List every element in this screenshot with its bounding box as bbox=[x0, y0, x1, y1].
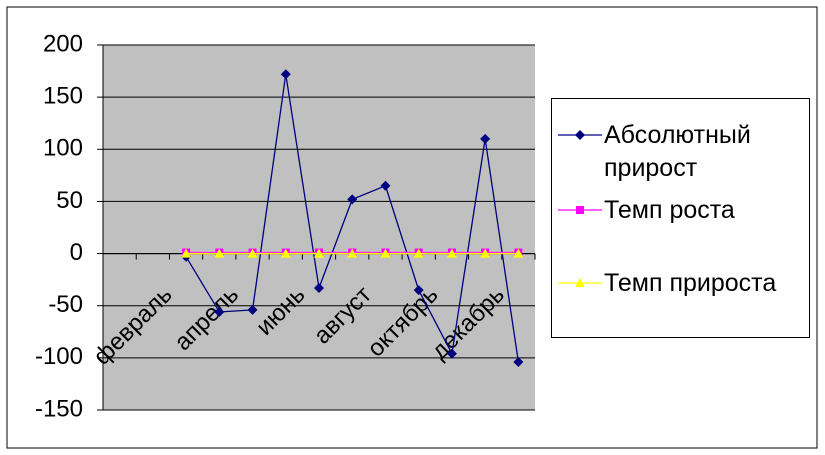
data-point bbox=[513, 357, 524, 368]
y-tick-label: -150 bbox=[35, 395, 83, 422]
y-tick-label: -100 bbox=[35, 343, 83, 370]
series bbox=[181, 248, 524, 258]
series bbox=[181, 69, 524, 368]
y-tick-label: 0 bbox=[70, 239, 83, 266]
data-point bbox=[413, 248, 424, 258]
data-point bbox=[247, 248, 258, 258]
data-point bbox=[214, 306, 225, 317]
data-point bbox=[314, 282, 324, 293]
data-point bbox=[347, 194, 358, 205]
data-point bbox=[380, 180, 391, 191]
legend-marker bbox=[576, 206, 584, 214]
y-tick-label: 100 bbox=[43, 135, 83, 162]
legend-symbol bbox=[558, 278, 602, 287]
data-point bbox=[446, 248, 457, 258]
data-point bbox=[413, 285, 424, 296]
data-point bbox=[314, 248, 324, 258]
y-tick-label: 150 bbox=[43, 82, 83, 109]
data-point bbox=[280, 69, 291, 80]
legend-entry: Темп прироста bbox=[552, 267, 811, 300]
y-tick-label: -50 bbox=[48, 291, 83, 318]
legend: Абсолютный прирост Темп роста Темп прирост… bbox=[551, 98, 810, 338]
legend-entry: Абсолютный прирост bbox=[552, 119, 811, 185]
legend-label: Темп роста bbox=[604, 196, 735, 224]
data-point bbox=[280, 248, 291, 258]
data-point bbox=[347, 248, 358, 258]
data-point bbox=[480, 248, 491, 258]
y-tick-label: 50 bbox=[56, 187, 83, 214]
data-point bbox=[181, 248, 192, 258]
legend-label: Темп прироста bbox=[604, 269, 777, 297]
legend-marker bbox=[575, 130, 585, 140]
legend-symbol bbox=[558, 130, 602, 140]
y-tick-label: 200 bbox=[43, 30, 83, 57]
data-point bbox=[247, 304, 258, 315]
data-point bbox=[480, 133, 491, 144]
legend-marker bbox=[575, 278, 585, 287]
data-point bbox=[446, 348, 457, 359]
data-point bbox=[380, 248, 391, 258]
data-point bbox=[214, 248, 225, 258]
plot-area bbox=[103, 45, 535, 410]
data-point bbox=[513, 248, 524, 258]
legend-symbol bbox=[558, 206, 602, 214]
legend-label: Абсолютный прирост bbox=[604, 121, 751, 182]
legend-entry: Темп роста bbox=[552, 194, 811, 227]
